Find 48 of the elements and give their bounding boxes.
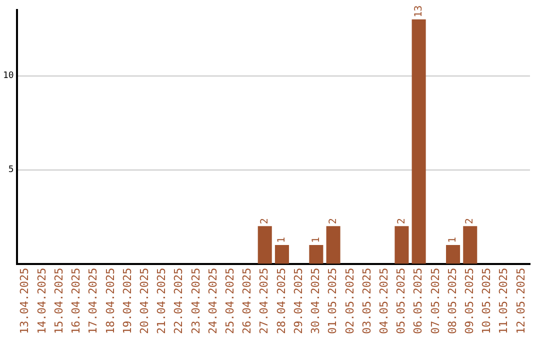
x-tick-label: 11.05.2025 (497, 268, 510, 334)
x-tick-label: 17.04.2025 (86, 268, 100, 334)
x-tick-label: 03.05.2025 (360, 268, 374, 334)
data-label: 2 (259, 218, 270, 224)
data-label: 2 (328, 218, 339, 224)
bar (309, 244, 324, 264)
x-tick-label: 04.05.2025 (377, 268, 390, 334)
x-tick-label: 08.05.2025 (446, 268, 459, 334)
bar (463, 226, 478, 264)
x-tick-label: 15.04.2025 (52, 268, 66, 334)
x-tick-label: 05.05.2025 (394, 268, 408, 334)
bar (274, 244, 289, 264)
x-tick-label: 09.05.2025 (462, 268, 476, 334)
bar (412, 19, 426, 264)
x-tick-label: 07.05.2025 (428, 268, 442, 334)
x-tick-label: 13.04.2025 (18, 268, 32, 334)
x-tick-label: 21.04.2025 (155, 268, 168, 334)
x-tick-label: 24.04.2025 (206, 268, 220, 334)
x-tick-label: 16.04.2025 (70, 268, 83, 334)
data-label: 1 (448, 236, 459, 243)
x-tick-label: 22.04.2025 (172, 268, 186, 334)
x-tick-label: 18.04.2025 (104, 268, 117, 334)
y-tick-label: 5 (8, 165, 14, 176)
data-label: 2 (396, 218, 408, 224)
x-tick-label: 19.04.2025 (120, 268, 134, 334)
x-tick-label: 12.05.2025 (514, 268, 528, 334)
bar (394, 226, 409, 264)
bar (258, 226, 272, 264)
x-tick-label: 02.05.2025 (343, 268, 356, 334)
bar (326, 226, 340, 264)
x-tick-label: 06.05.2025 (412, 268, 425, 334)
x-tick-label: 20.04.2025 (138, 268, 151, 334)
x-tick-label: 27.04.2025 (258, 268, 271, 334)
data-label: 13 (413, 5, 424, 18)
x-tick-label: 10.05.2025 (480, 268, 494, 334)
data-label: 2 (464, 218, 476, 224)
x-tick-label: 29.04.2025 (292, 268, 305, 334)
x-tick-label: 14.04.2025 (35, 268, 48, 334)
bar (446, 244, 460, 264)
x-tick-label: 30.04.2025 (309, 268, 322, 334)
x-tick-label: 26.04.2025 (240, 268, 254, 334)
x-tick-label: 28.04.2025 (274, 268, 288, 334)
x-tick-label: 23.04.2025 (189, 268, 202, 334)
x-tick-label: 25.04.2025 (224, 268, 237, 334)
x-tick-label: 01.05.2025 (326, 268, 340, 334)
data-label: 1 (310, 236, 322, 243)
data-label: 1 (276, 236, 288, 243)
y-tick-label: 10 (2, 71, 14, 82)
